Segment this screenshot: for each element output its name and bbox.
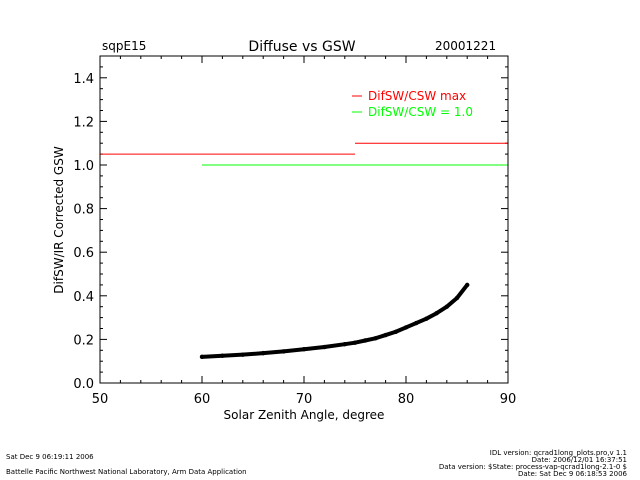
footer-data-version: Data version: $State: process-vap-qcrad1… bbox=[439, 463, 627, 471]
x-tick-label: 80 bbox=[398, 392, 415, 407]
data-point bbox=[414, 320, 419, 326]
data-point bbox=[261, 350, 266, 356]
footer-idl-version: IDL version: qcrad1long_plots.pro,v 1.1 bbox=[490, 449, 627, 457]
y-tick-label: 1.0 bbox=[73, 159, 94, 174]
data-point bbox=[444, 304, 449, 309]
data-point bbox=[352, 340, 358, 345]
data-point bbox=[465, 282, 470, 288]
y-tick-label: 1.4 bbox=[73, 72, 94, 87]
y-tick-label: 0.0 bbox=[73, 377, 94, 392]
data-point bbox=[424, 316, 429, 321]
y-tick-label: 0.8 bbox=[73, 203, 94, 218]
data-point bbox=[301, 347, 307, 352]
data-point bbox=[342, 341, 347, 347]
y-tick-label: 0.2 bbox=[73, 333, 94, 348]
data-point bbox=[393, 329, 398, 334]
y-axis-label: DifSW/IR Corrected GSW bbox=[52, 146, 66, 294]
y-tick-labels: 0.0 0.2 0.4 0.6 0.8 1.0 1.2 1.4 bbox=[73, 72, 94, 392]
y-tick-label: 1.2 bbox=[73, 115, 94, 130]
series-layer bbox=[100, 142, 508, 360]
chart-title: Diffuse vs GSW bbox=[248, 39, 355, 55]
date-label: 20001221 bbox=[435, 39, 496, 53]
footer-lab: Battelle Pacific Northwest National Labo… bbox=[6, 468, 247, 476]
footer-idl-date: Date: 2006/12/01 16:37:51 bbox=[532, 456, 627, 464]
x-tick-label: 50 bbox=[92, 392, 109, 407]
data-point bbox=[322, 344, 327, 350]
legend-label: DifSW/CSW max bbox=[368, 89, 466, 103]
data-point bbox=[454, 295, 460, 301]
x-tick-label: 70 bbox=[296, 392, 313, 407]
x-tick-labels: 50 60 70 80 90 bbox=[92, 392, 517, 407]
site-label: sqpE15 bbox=[102, 39, 146, 53]
data-point bbox=[434, 311, 439, 316]
x-tick-label: 90 bbox=[500, 392, 517, 407]
footer-data-date: Date: Sat Dec 9 06:18:53 2006 bbox=[518, 470, 627, 478]
data-point bbox=[383, 332, 388, 338]
data-point bbox=[403, 325, 409, 330]
legend-label: DifSW/CSW = 1.0 bbox=[368, 105, 473, 119]
x-axis-label: Solar Zenith Angle, degree bbox=[224, 408, 385, 422]
data-point bbox=[281, 349, 286, 354]
legend: DifSW/CSW max DifSW/CSW = 1.0 bbox=[352, 89, 473, 119]
plot-frame bbox=[99, 55, 509, 384]
data-point bbox=[199, 354, 205, 360]
y-tick-label: 0.6 bbox=[73, 246, 94, 261]
y-tick-label: 0.4 bbox=[73, 290, 94, 305]
data-point bbox=[220, 353, 225, 358]
data-point bbox=[240, 352, 245, 357]
x-tick-label: 60 bbox=[194, 392, 211, 407]
measurement-cloud bbox=[200, 282, 470, 359]
data-point bbox=[373, 336, 378, 341]
data-point bbox=[363, 338, 368, 343]
footer-timestamp: Sat Dec 9 06:19:11 2006 bbox=[6, 453, 94, 461]
